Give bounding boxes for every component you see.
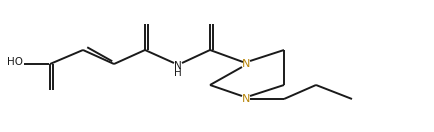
Text: N: N xyxy=(174,61,181,71)
Text: H: H xyxy=(174,68,181,78)
Text: N: N xyxy=(241,59,250,69)
Text: HO: HO xyxy=(7,57,23,67)
Text: N: N xyxy=(241,94,250,104)
